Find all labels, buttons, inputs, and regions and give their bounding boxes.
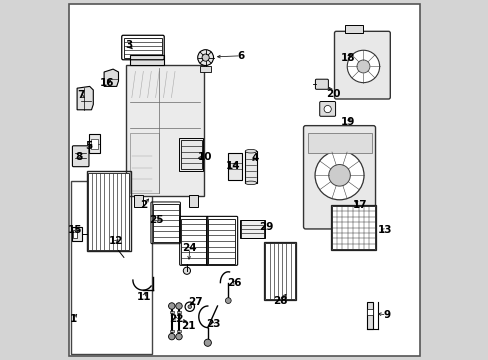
Circle shape <box>175 333 182 340</box>
Polygon shape <box>77 86 93 110</box>
Bar <box>91 139 98 149</box>
Circle shape <box>204 339 211 346</box>
Text: 7: 7 <box>77 90 84 100</box>
Bar <box>181 140 201 169</box>
Ellipse shape <box>244 181 256 185</box>
Text: 16: 16 <box>100 78 114 88</box>
Bar <box>200 66 211 72</box>
Bar <box>366 302 373 329</box>
Bar <box>126 65 203 196</box>
FancyBboxPatch shape <box>303 126 375 229</box>
Circle shape <box>197 50 213 66</box>
Bar <box>88 173 129 250</box>
Circle shape <box>175 303 182 309</box>
Bar <box>244 151 256 183</box>
Bar <box>89 134 100 153</box>
Polygon shape <box>104 69 118 86</box>
Bar <box>152 204 178 242</box>
Circle shape <box>185 302 194 311</box>
Bar <box>73 230 77 238</box>
Text: 19: 19 <box>340 117 355 127</box>
Text: 12: 12 <box>108 236 123 246</box>
Circle shape <box>356 60 369 73</box>
Bar <box>330 205 375 250</box>
Text: 20: 20 <box>326 89 340 99</box>
Circle shape <box>168 303 175 309</box>
Text: 28: 28 <box>273 296 287 306</box>
Circle shape <box>324 105 330 113</box>
Text: 9: 9 <box>383 310 389 320</box>
Text: 1: 1 <box>70 314 77 324</box>
Bar <box>130 134 159 193</box>
Bar <box>87 171 130 251</box>
Bar <box>345 25 362 33</box>
Bar <box>228 153 242 180</box>
Text: 22: 22 <box>168 314 183 324</box>
Circle shape <box>202 54 209 61</box>
Circle shape <box>314 151 363 200</box>
Bar <box>72 227 82 241</box>
FancyBboxPatch shape <box>319 102 335 116</box>
Text: 11: 11 <box>136 292 151 302</box>
Text: 14: 14 <box>225 161 240 171</box>
FancyBboxPatch shape <box>334 31 389 99</box>
Bar <box>241 220 264 238</box>
Text: 2: 2 <box>140 200 147 210</box>
Circle shape <box>225 298 231 303</box>
Text: 25: 25 <box>149 215 163 225</box>
Bar <box>130 55 164 65</box>
Bar <box>307 133 371 153</box>
FancyBboxPatch shape <box>72 146 89 167</box>
Text: 17: 17 <box>352 200 366 210</box>
Bar <box>189 195 198 207</box>
Bar <box>169 330 174 332</box>
Bar <box>208 219 235 264</box>
Text: 4: 4 <box>251 153 259 163</box>
Bar <box>366 309 373 315</box>
Text: 8: 8 <box>75 152 82 162</box>
Bar <box>169 311 174 313</box>
Text: 29: 29 <box>258 222 273 232</box>
Text: 15: 15 <box>68 225 82 235</box>
Text: 24: 24 <box>182 243 197 253</box>
Ellipse shape <box>244 149 256 153</box>
Bar <box>264 242 295 300</box>
Text: 3: 3 <box>125 40 132 50</box>
Bar <box>181 219 205 264</box>
Bar <box>133 195 142 207</box>
Text: 13: 13 <box>377 225 391 235</box>
Bar <box>179 138 203 171</box>
Bar <box>177 330 181 332</box>
Bar <box>265 243 294 299</box>
Text: 5: 5 <box>85 141 92 151</box>
Bar <box>177 311 181 313</box>
Bar <box>240 220 265 238</box>
Text: 23: 23 <box>205 319 220 329</box>
Text: 26: 26 <box>227 278 241 288</box>
Circle shape <box>183 267 190 274</box>
Text: 18: 18 <box>340 53 355 63</box>
Text: 21: 21 <box>181 321 195 331</box>
Circle shape <box>346 50 379 83</box>
Circle shape <box>168 333 175 340</box>
FancyBboxPatch shape <box>315 79 328 89</box>
Bar <box>71 181 152 354</box>
Bar <box>331 206 374 249</box>
Circle shape <box>187 305 191 309</box>
Text: 27: 27 <box>188 297 203 307</box>
Bar <box>123 38 162 58</box>
Circle shape <box>328 165 349 186</box>
Text: 6: 6 <box>237 51 244 61</box>
Text: 10: 10 <box>197 152 212 162</box>
